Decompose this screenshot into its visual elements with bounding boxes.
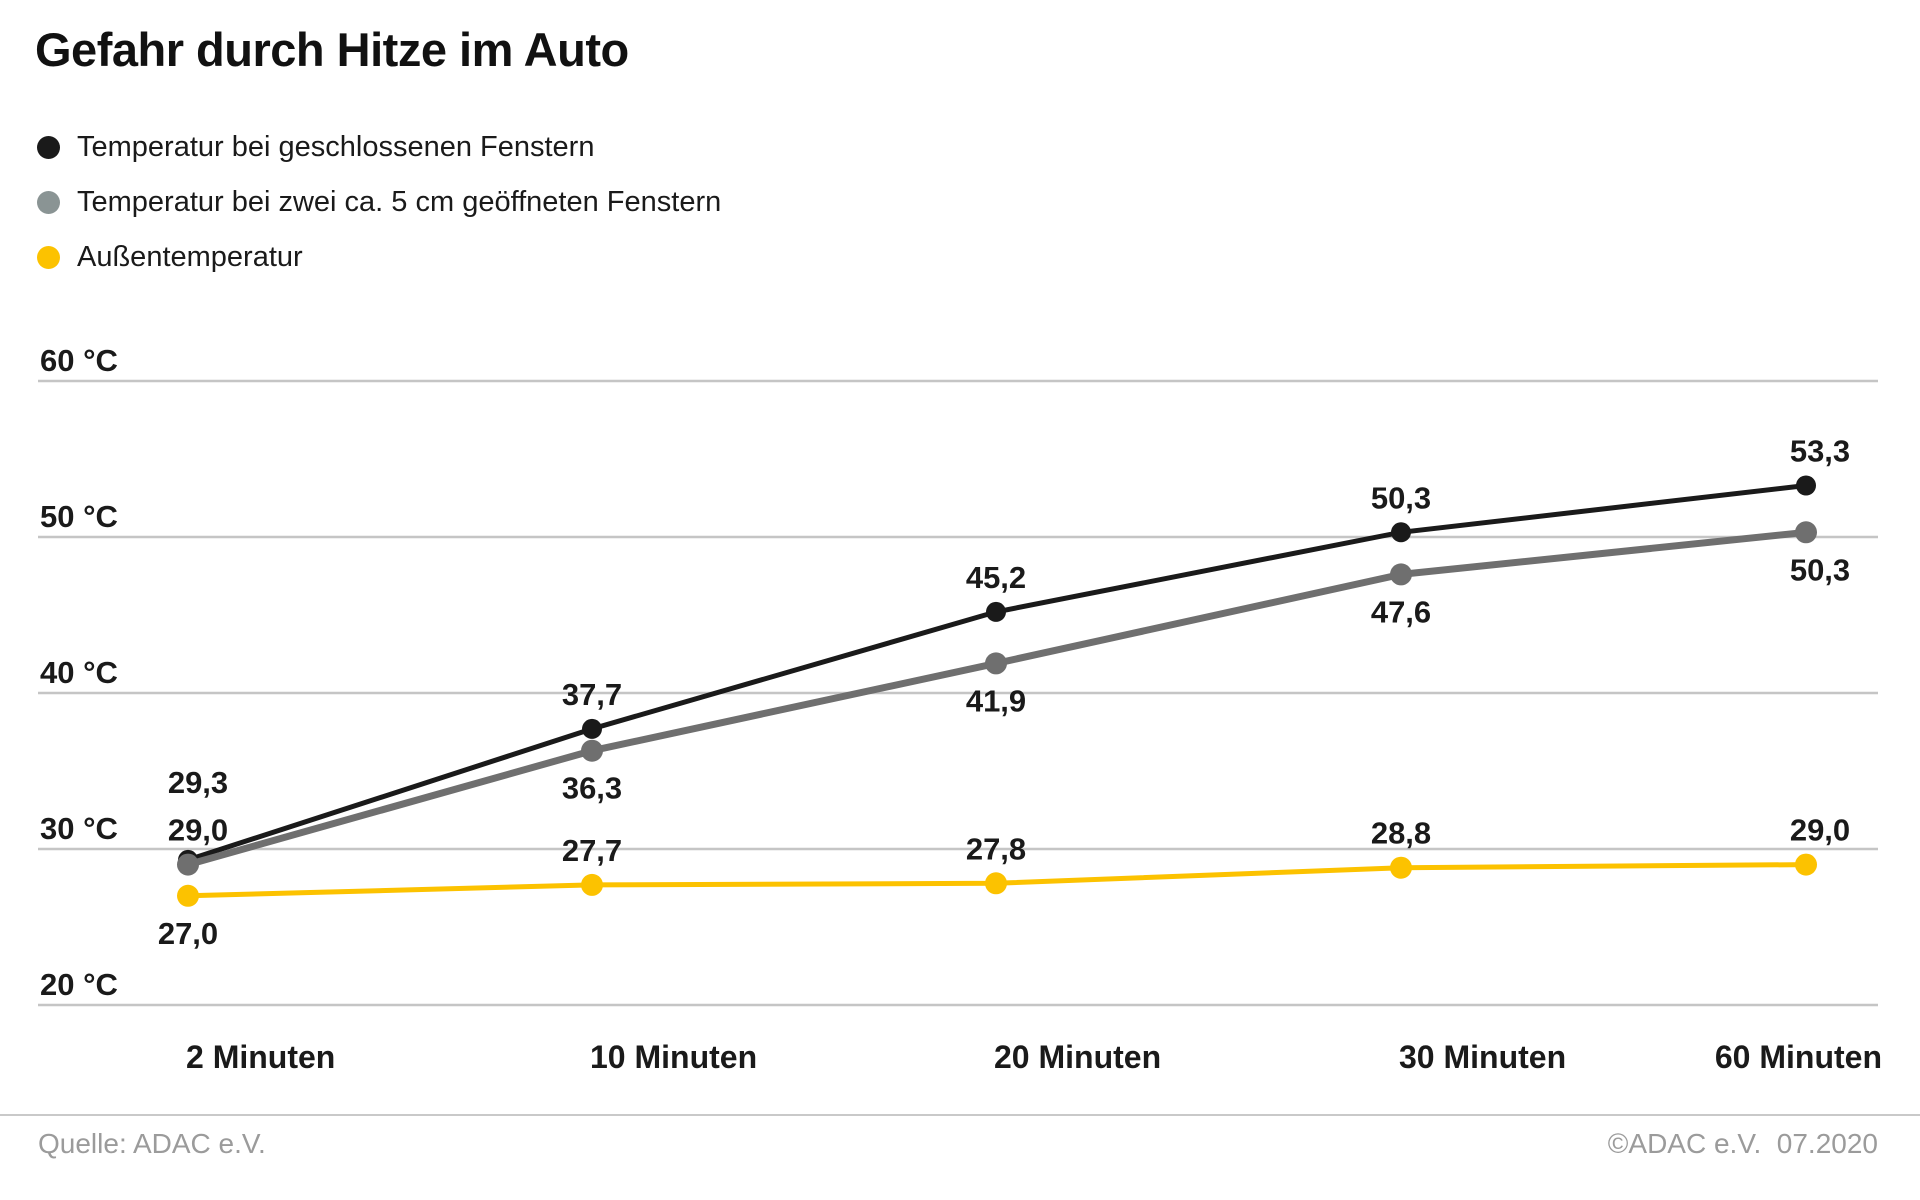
footer-divider [0, 1114, 1920, 1116]
data-point-outside-temperature [1795, 853, 1817, 876]
x-axis-label: 2 Minuten [186, 1039, 335, 1075]
data-point-outside-temperature [581, 873, 603, 896]
data-point-label-closed-windows: 50,3 [1371, 480, 1431, 515]
data-point-closed-windows [1796, 475, 1816, 496]
legend-label-outside-temperature: Außentemperatur [77, 240, 303, 273]
x-axis-label: 20 Minuten [994, 1039, 1161, 1075]
y-axis-tick-label: 40 °C [40, 655, 118, 690]
legend-item-open-windows: Temperatur bei zwei ca. 5 cm geöffneten … [37, 181, 721, 223]
data-point-open-windows [985, 652, 1007, 675]
legend-dot-open-windows-icon [37, 190, 60, 214]
data-point-outside-temperature [1390, 856, 1412, 879]
data-point-label-open-windows: 47,6 [1371, 594, 1431, 629]
data-point-open-windows [177, 853, 199, 876]
data-point-label-outside-temperature: 27,0 [158, 916, 218, 951]
data-point-closed-windows [1391, 522, 1411, 543]
data-point-label-open-windows: 41,9 [966, 683, 1026, 718]
data-point-label-closed-windows: 37,7 [562, 677, 622, 712]
legend-item-outside-temperature: Außentemperatur [37, 236, 721, 278]
copyright-note: ©ADAC e.V. 07.2020 [1607, 1128, 1878, 1159]
data-point-label-outside-temperature: 28,8 [1371, 816, 1431, 851]
data-point-open-windows [1795, 521, 1817, 544]
data-point-closed-windows [582, 718, 602, 739]
legend-label-closed-windows: Temperatur bei geschlossenen Fenstern [77, 130, 595, 163]
legend-dot-closed-windows-icon [37, 135, 60, 159]
y-axis-tick-label: 20 °C [40, 967, 118, 1002]
source-note: Quelle: ADAC e.V. [38, 1128, 266, 1159]
y-axis-tick-label: 60 °C [40, 343, 118, 378]
data-point-label-open-windows: 29,0 [168, 813, 228, 848]
x-axis-label: 30 Minuten [1399, 1039, 1566, 1075]
x-axis-label: 10 Minuten [590, 1039, 757, 1075]
legend-label-open-windows: Temperatur bei zwei ca. 5 cm geöffneten … [77, 185, 722, 218]
data-point-label-closed-windows: 45,2 [966, 560, 1026, 595]
y-axis-tick-label: 50 °C [40, 499, 118, 534]
data-point-label-outside-temperature: 29,0 [1790, 813, 1850, 848]
data-point-open-windows [1390, 563, 1412, 586]
page-title: Gefahr durch Hitze im Auto [35, 23, 629, 76]
data-point-outside-temperature [177, 884, 199, 907]
data-point-label-closed-windows: 29,3 [168, 765, 228, 800]
data-point-label-open-windows: 50,3 [1790, 552, 1850, 587]
y-axis-tick-label: 30 °C [40, 811, 118, 846]
data-point-label-outside-temperature: 27,8 [966, 831, 1026, 866]
data-point-label-closed-windows: 53,3 [1790, 434, 1850, 469]
legend-item-closed-windows: Temperatur bei geschlossenen Fenstern [37, 126, 721, 168]
legend-dot-outside-temperature-icon [37, 245, 60, 269]
data-point-open-windows [581, 739, 603, 762]
data-point-closed-windows [986, 601, 1006, 622]
legend: Temperatur bei geschlossenen Fenstern Te… [37, 126, 721, 278]
data-point-outside-temperature [985, 872, 1007, 895]
data-point-label-outside-temperature: 27,7 [562, 833, 622, 868]
x-axis-label: 60 Minuten [1715, 1039, 1882, 1075]
data-point-label-open-windows: 36,3 [562, 771, 622, 806]
